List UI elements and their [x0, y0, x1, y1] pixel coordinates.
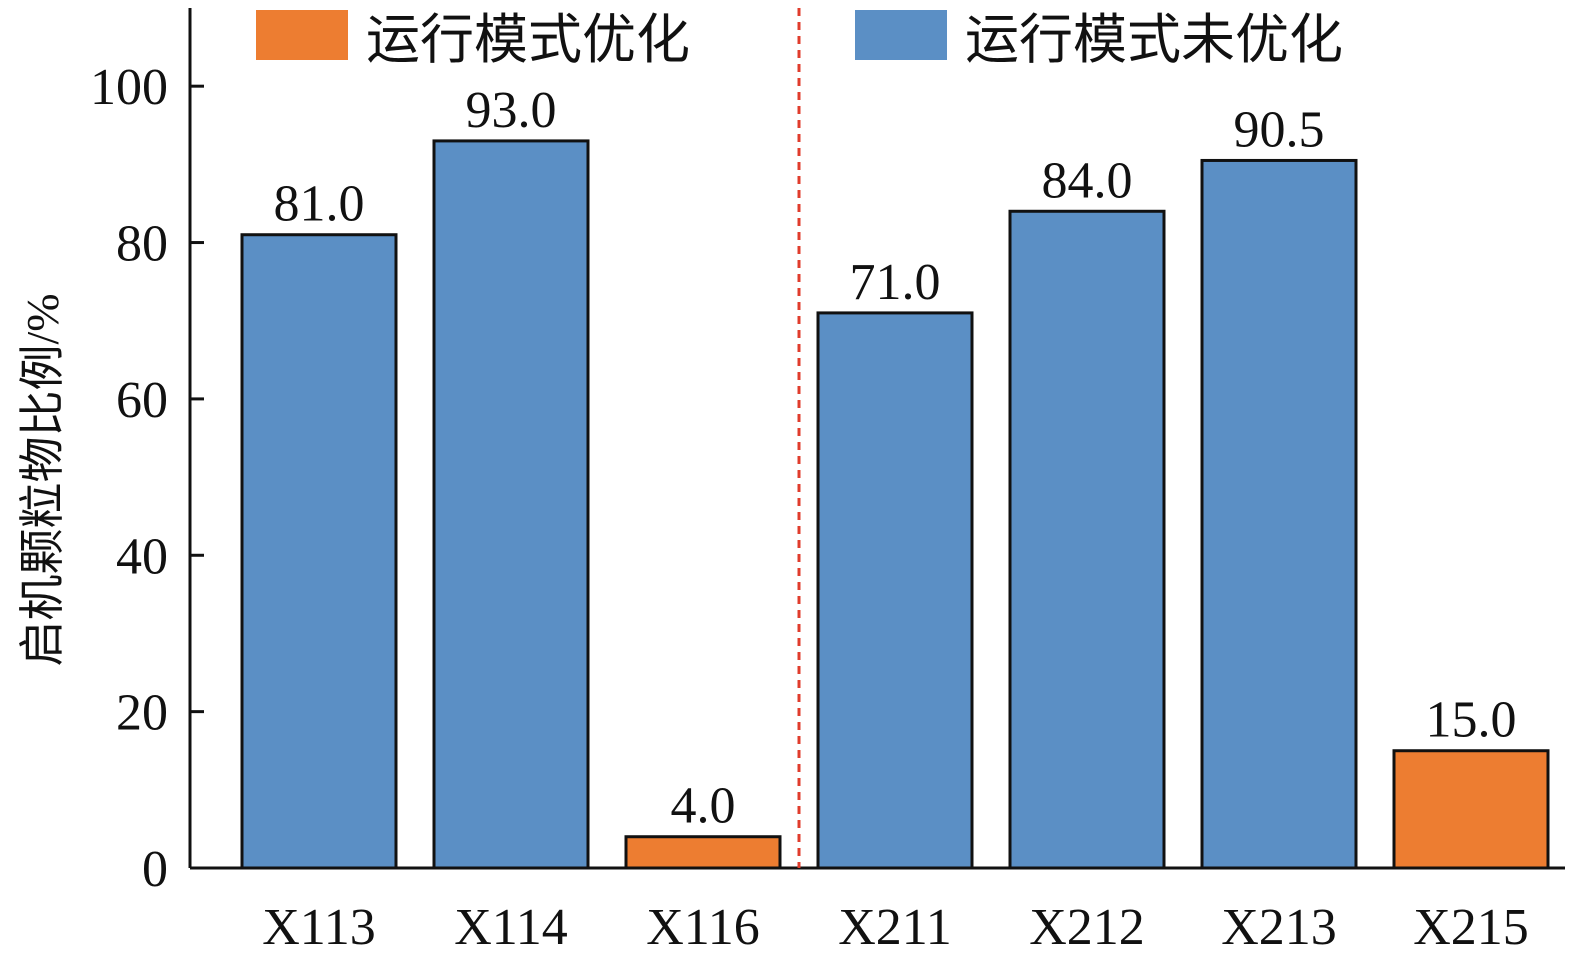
- bar-x215: [1392, 749, 1550, 870]
- value-labels: 81.0 93.0 4.0 71.0 84.0 90.5 15.0: [274, 82, 1517, 835]
- value-label-x113: 81.0: [274, 176, 365, 233]
- y-axis: 0 20 40 60 80 100: [90, 8, 204, 898]
- x-axis: X113 X114 X116 X211 X212 X213 X215: [190, 866, 1565, 956]
- x-tick-label-x213: X213: [1221, 899, 1337, 956]
- value-label-x213: 90.5: [1234, 101, 1325, 158]
- x-tick-label-x114: X114: [454, 899, 568, 956]
- value-label-x114: 93.0: [466, 82, 557, 139]
- value-label-x212: 84.0: [1042, 152, 1133, 209]
- bar-x211: [816, 311, 974, 870]
- y-tick-label: 0: [142, 841, 168, 898]
- legend-swatch-optimized: [256, 10, 348, 60]
- y-tick-label: 20: [116, 685, 168, 742]
- value-label-x215: 15.0: [1426, 692, 1517, 749]
- bar-x113: [240, 233, 398, 870]
- y-tick-label: 60: [116, 372, 168, 429]
- value-label-x116: 4.0: [671, 778, 736, 835]
- bar-x213: [1200, 158, 1358, 870]
- y-tick-label: 40: [116, 528, 168, 585]
- value-label-x211: 71.0: [850, 254, 941, 311]
- x-tick-label-x211: X211: [838, 899, 952, 956]
- x-tick-label-x116: X116: [646, 899, 760, 956]
- y-axis-title: 启机颗粒物比例/%: [17, 293, 68, 666]
- legend: 运行模式优化 运行模式未优化: [256, 10, 1343, 70]
- bar-x114: [432, 139, 590, 870]
- legend-label-not-optimized: 运行模式未优化: [965, 10, 1343, 70]
- bar-x212: [1008, 209, 1166, 870]
- bar-x116: [624, 835, 782, 870]
- y-tick-label: 100: [90, 59, 168, 116]
- y-tick-label: 80: [116, 216, 168, 273]
- x-tick-label-x113: X113: [262, 899, 376, 956]
- bars: [240, 139, 1550, 870]
- legend-swatch-not-optimized: [855, 10, 947, 60]
- legend-label-optimized: 运行模式优化: [366, 10, 690, 70]
- x-tick-label-x215: X215: [1413, 899, 1529, 956]
- x-tick-label-x212: X212: [1029, 899, 1145, 956]
